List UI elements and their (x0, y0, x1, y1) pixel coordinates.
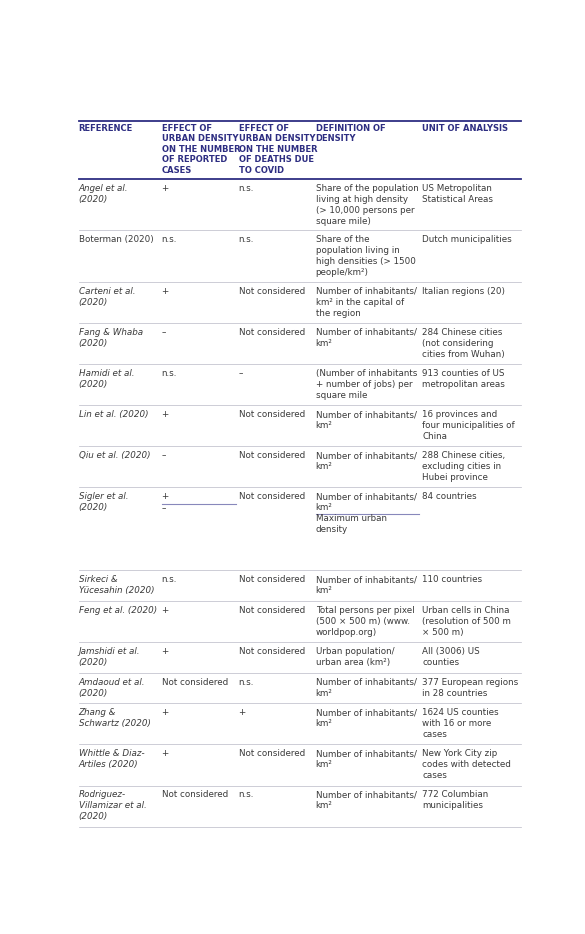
Text: Fang & Whaba
(2020): Fang & Whaba (2020) (78, 328, 143, 347)
Text: Carteni et al.
(2020): Carteni et al. (2020) (78, 287, 135, 306)
Text: +: + (161, 708, 169, 717)
Text: Number of inhabitants/
km²: Number of inhabitants/ km² (316, 328, 417, 347)
Text: Feng et al. (2020): Feng et al. (2020) (78, 606, 157, 615)
Text: 1624 US counties
with 16 or more
cases: 1624 US counties with 16 or more cases (422, 708, 499, 739)
Text: n.s.: n.s. (161, 369, 177, 378)
Text: Not considered: Not considered (239, 575, 305, 584)
Text: DEFINITION OF
DENSITY: DEFINITION OF DENSITY (316, 124, 386, 143)
Text: Italian regions (20): Italian regions (20) (422, 287, 505, 296)
Text: Dutch municipalities: Dutch municipalities (422, 235, 512, 244)
Text: Share of the
population living in
high densities (> 1500
people/km²): Share of the population living in high d… (316, 235, 415, 277)
Text: –: – (161, 504, 166, 513)
Text: Number of inhabitants/
km² in the capital of
the region: Number of inhabitants/ km² in the capita… (316, 287, 417, 318)
Text: Not considered: Not considered (239, 451, 305, 460)
Text: 288 Chinese cities,
excluding cities in
Hubei province: 288 Chinese cities, excluding cities in … (422, 451, 505, 482)
Text: Not considered: Not considered (161, 790, 228, 800)
Text: Share of the population
living at high density
(> 10,000 persons per
square mile: Share of the population living at high d… (316, 184, 418, 225)
Text: n.s.: n.s. (239, 235, 254, 244)
Text: 913 counties of US
metropolitan areas: 913 counties of US metropolitan areas (422, 369, 505, 389)
Text: +: + (239, 708, 246, 717)
Text: 110 countries: 110 countries (422, 575, 483, 584)
Text: Number of inhabitants/
km²: Number of inhabitants/ km² (316, 790, 417, 811)
Text: Number of inhabitants/
km²: Number of inhabitants/ km² (316, 708, 417, 729)
Text: REFERENCE: REFERENCE (78, 124, 133, 133)
Text: Not considered: Not considered (239, 410, 305, 419)
Text: –: – (161, 451, 166, 460)
Text: Not considered: Not considered (239, 492, 305, 502)
Text: Urban cells in China
(resolution of 500 m
× 500 m): Urban cells in China (resolution of 500 … (422, 606, 511, 637)
Text: –: – (161, 328, 166, 337)
Text: Not considered: Not considered (239, 287, 305, 296)
Text: +: + (161, 749, 169, 758)
Text: Not considered: Not considered (239, 647, 305, 656)
Text: Not considered: Not considered (239, 328, 305, 337)
Text: Number of inhabitants/
km²: Number of inhabitants/ km² (316, 410, 417, 430)
Text: Hamidi et al.
(2020): Hamidi et al. (2020) (78, 369, 134, 389)
Text: Rodriguez-
Villamizar et al.
(2020): Rodriguez- Villamizar et al. (2020) (78, 790, 146, 821)
Text: All (3006) US
counties: All (3006) US counties (422, 647, 480, 667)
Text: Urban population/
urban area (km²): Urban population/ urban area (km²) (316, 647, 394, 667)
Text: EFFECT OF
URBAN DENSITY
ON THE NUMBER
OF REPORTED
CASES: EFFECT OF URBAN DENSITY ON THE NUMBER OF… (161, 124, 240, 175)
Text: Number of inhabitants/
km²: Number of inhabitants/ km² (316, 451, 417, 471)
Text: Zhang &
Schwartz (2020): Zhang & Schwartz (2020) (78, 708, 150, 729)
Text: Whittle & Diaz-
Artiles (2020): Whittle & Diaz- Artiles (2020) (78, 749, 144, 770)
Text: +: + (161, 606, 169, 615)
Text: n.s.: n.s. (161, 575, 177, 584)
Text: +: + (161, 647, 169, 656)
Text: Angel et al.
(2020): Angel et al. (2020) (78, 184, 128, 204)
Text: n.s.: n.s. (161, 235, 177, 244)
Text: Maximum urban
density: Maximum urban density (316, 515, 387, 534)
Text: New York City zip
codes with detected
cases: New York City zip codes with detected ca… (422, 749, 511, 780)
Text: Jamshidi et al.
(2020): Jamshidi et al. (2020) (78, 647, 140, 667)
Text: +: + (161, 287, 169, 296)
Text: Sirkeci &
Yücesahin (2020): Sirkeci & Yücesahin (2020) (78, 575, 154, 595)
Text: n.s.: n.s. (239, 184, 254, 192)
Text: +: + (161, 184, 169, 192)
Text: n.s.: n.s. (239, 677, 254, 686)
Text: 284 Chinese cities
(not considering
cities from Wuhan): 284 Chinese cities (not considering citi… (422, 328, 505, 359)
Text: n.s.: n.s. (239, 790, 254, 800)
Text: Lin et al. (2020): Lin et al. (2020) (78, 410, 148, 419)
Text: Number of inhabitants/
km²: Number of inhabitants/ km² (316, 677, 417, 698)
Text: Sigler et al.
(2020): Sigler et al. (2020) (78, 492, 128, 512)
Text: Total persons per pixel
(500 × 500 m) (www.
worldpop.org): Total persons per pixel (500 × 500 m) (w… (316, 606, 414, 637)
Text: 16 provinces and
four municipalities of
China: 16 provinces and four municipalities of … (422, 410, 515, 441)
Text: +: + (161, 492, 169, 502)
Text: Number of inhabitants/
km²: Number of inhabitants/ km² (316, 575, 417, 595)
Text: 84 countries: 84 countries (422, 492, 477, 502)
Text: US Metropolitan
Statistical Areas: US Metropolitan Statistical Areas (422, 184, 493, 204)
Text: +: + (161, 410, 169, 419)
Text: Amdaoud et al.
(2020): Amdaoud et al. (2020) (78, 677, 145, 698)
Text: Qiu et al. (2020): Qiu et al. (2020) (78, 451, 150, 460)
Text: 377 European regions
in 28 countries: 377 European regions in 28 countries (422, 677, 518, 698)
Text: (Number of inhabitants
+ number of jobs) per
square mile: (Number of inhabitants + number of jobs)… (316, 369, 417, 400)
Text: Boterman (2020): Boterman (2020) (78, 235, 153, 244)
Text: Not considered: Not considered (239, 749, 305, 758)
Text: 772 Columbian
municipalities: 772 Columbian municipalities (422, 790, 488, 811)
Text: UNIT OF ANALYSIS: UNIT OF ANALYSIS (422, 124, 508, 133)
Text: Not considered: Not considered (239, 606, 305, 615)
Text: Number of inhabitants/
km²: Number of inhabitants/ km² (316, 749, 417, 770)
Text: Number of inhabitants/
km²: Number of inhabitants/ km² (316, 492, 417, 512)
Text: –: – (239, 369, 243, 378)
Text: EFFECT OF
URBAN DENSITY
ON THE NUMBER
OF DEATHS DUE
TO COVID: EFFECT OF URBAN DENSITY ON THE NUMBER OF… (239, 124, 317, 175)
Text: Not considered: Not considered (161, 677, 228, 686)
